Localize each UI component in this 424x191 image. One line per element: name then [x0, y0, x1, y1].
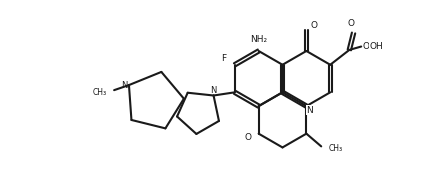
- Text: NH₂: NH₂: [250, 35, 267, 44]
- Text: F: F: [222, 54, 227, 63]
- Text: CH₃: CH₃: [92, 88, 106, 97]
- Text: O: O: [310, 21, 318, 30]
- Text: O: O: [245, 133, 251, 142]
- Text: O: O: [245, 133, 251, 142]
- Text: O: O: [348, 19, 355, 28]
- Text: O: O: [310, 21, 318, 30]
- Text: F: F: [222, 54, 227, 63]
- Text: OH: OH: [370, 42, 383, 51]
- Text: CH₃: CH₃: [329, 144, 343, 153]
- Text: N: N: [307, 106, 313, 115]
- Text: N: N: [121, 81, 127, 90]
- Text: NH₂: NH₂: [250, 35, 267, 44]
- Text: N: N: [307, 107, 313, 116]
- Text: O: O: [348, 19, 355, 28]
- Text: N: N: [210, 86, 217, 95]
- Text: OH: OH: [363, 42, 377, 51]
